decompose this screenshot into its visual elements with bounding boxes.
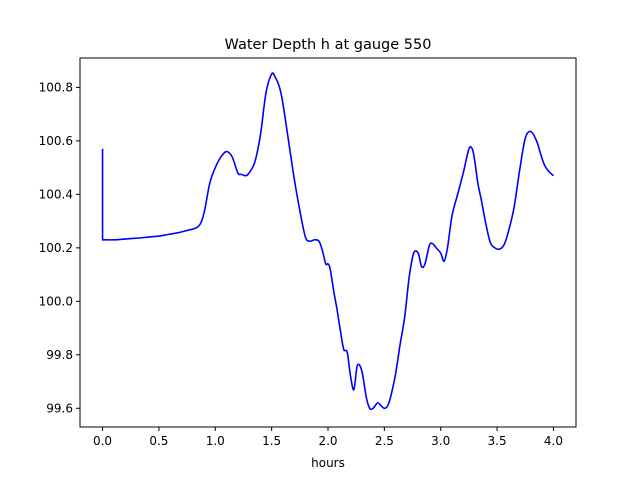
x-tick-label: 4.0 [544, 434, 563, 448]
x-tick-label: 3.5 [488, 434, 507, 448]
x-tick-label: 1.0 [206, 434, 225, 448]
x-axis-ticks: 0.0 0.5 1.0 1.5 2.0 2.5 3.0 3.5 4.0 [93, 427, 563, 448]
y-tick-label: 100.4 [39, 188, 73, 202]
x-axis-label: hours [311, 456, 345, 470]
axes-frame [79, 57, 577, 428]
x-tick-label: 2.5 [375, 434, 394, 448]
x-tick-label: 0.5 [149, 434, 168, 448]
plot-area [101, 72, 554, 411]
y-tick-label: 99.8 [46, 348, 73, 362]
y-tick-label: 99.6 [46, 402, 73, 416]
x-tick-label: 3.0 [431, 434, 450, 448]
x-tick-label: 0.0 [93, 434, 112, 448]
y-tick-label: 100.2 [39, 241, 73, 255]
y-axis-ticks: 99.6 99.8 100.0 100.2 100.4 100.6 100.8 [39, 81, 80, 416]
series-line [101, 72, 554, 411]
y-tick-label: 100.0 [39, 295, 73, 309]
y-tick-label: 100.6 [39, 134, 73, 148]
y-tick-label: 100.8 [39, 81, 73, 95]
chart-title: Water Depth h at gauge 550 [225, 37, 432, 53]
x-tick-label: 2.0 [318, 434, 337, 448]
x-tick-label: 1.5 [262, 434, 281, 448]
